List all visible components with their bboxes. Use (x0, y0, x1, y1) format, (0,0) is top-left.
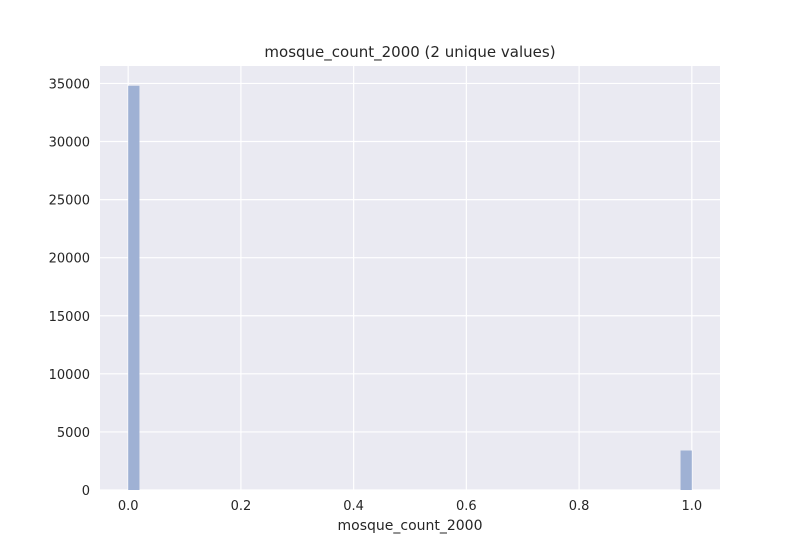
x-tick-label: 0.2 (231, 499, 252, 514)
y-tick-label: 0 (82, 484, 90, 499)
grid-lines (100, 66, 720, 491)
x-tick-labels: 0.0 0.2 0.4 0.6 0.8 1.0 (118, 499, 702, 514)
y-tick-labels: 0 5000 10000 15000 20000 25000 30000 35000 (49, 77, 90, 499)
y-tick-label: 30000 (49, 136, 90, 151)
x-axis-label: mosque_count_2000 (338, 518, 483, 534)
y-tick-label: 25000 (49, 194, 90, 209)
plot-area (100, 66, 720, 490)
x-tick-label: 0.8 (569, 499, 590, 514)
x-tick-label: 0.6 (456, 499, 477, 514)
y-tick-label: 5000 (57, 426, 90, 441)
x-tick-label: 1.0 (681, 499, 702, 514)
y-tick-label: 15000 (49, 310, 90, 325)
bars (128, 85, 692, 490)
x-tick-label: 0.0 (118, 499, 139, 514)
y-tick-label: 10000 (49, 368, 90, 383)
x-tick-label: 0.4 (343, 499, 364, 514)
y-tick-label: 20000 (49, 252, 90, 267)
chart-title: mosque_count_2000 (2 unique values) (264, 43, 555, 62)
histogram-bar (128, 85, 140, 490)
histogram-bar (680, 450, 692, 490)
y-tick-label: 35000 (49, 77, 90, 92)
